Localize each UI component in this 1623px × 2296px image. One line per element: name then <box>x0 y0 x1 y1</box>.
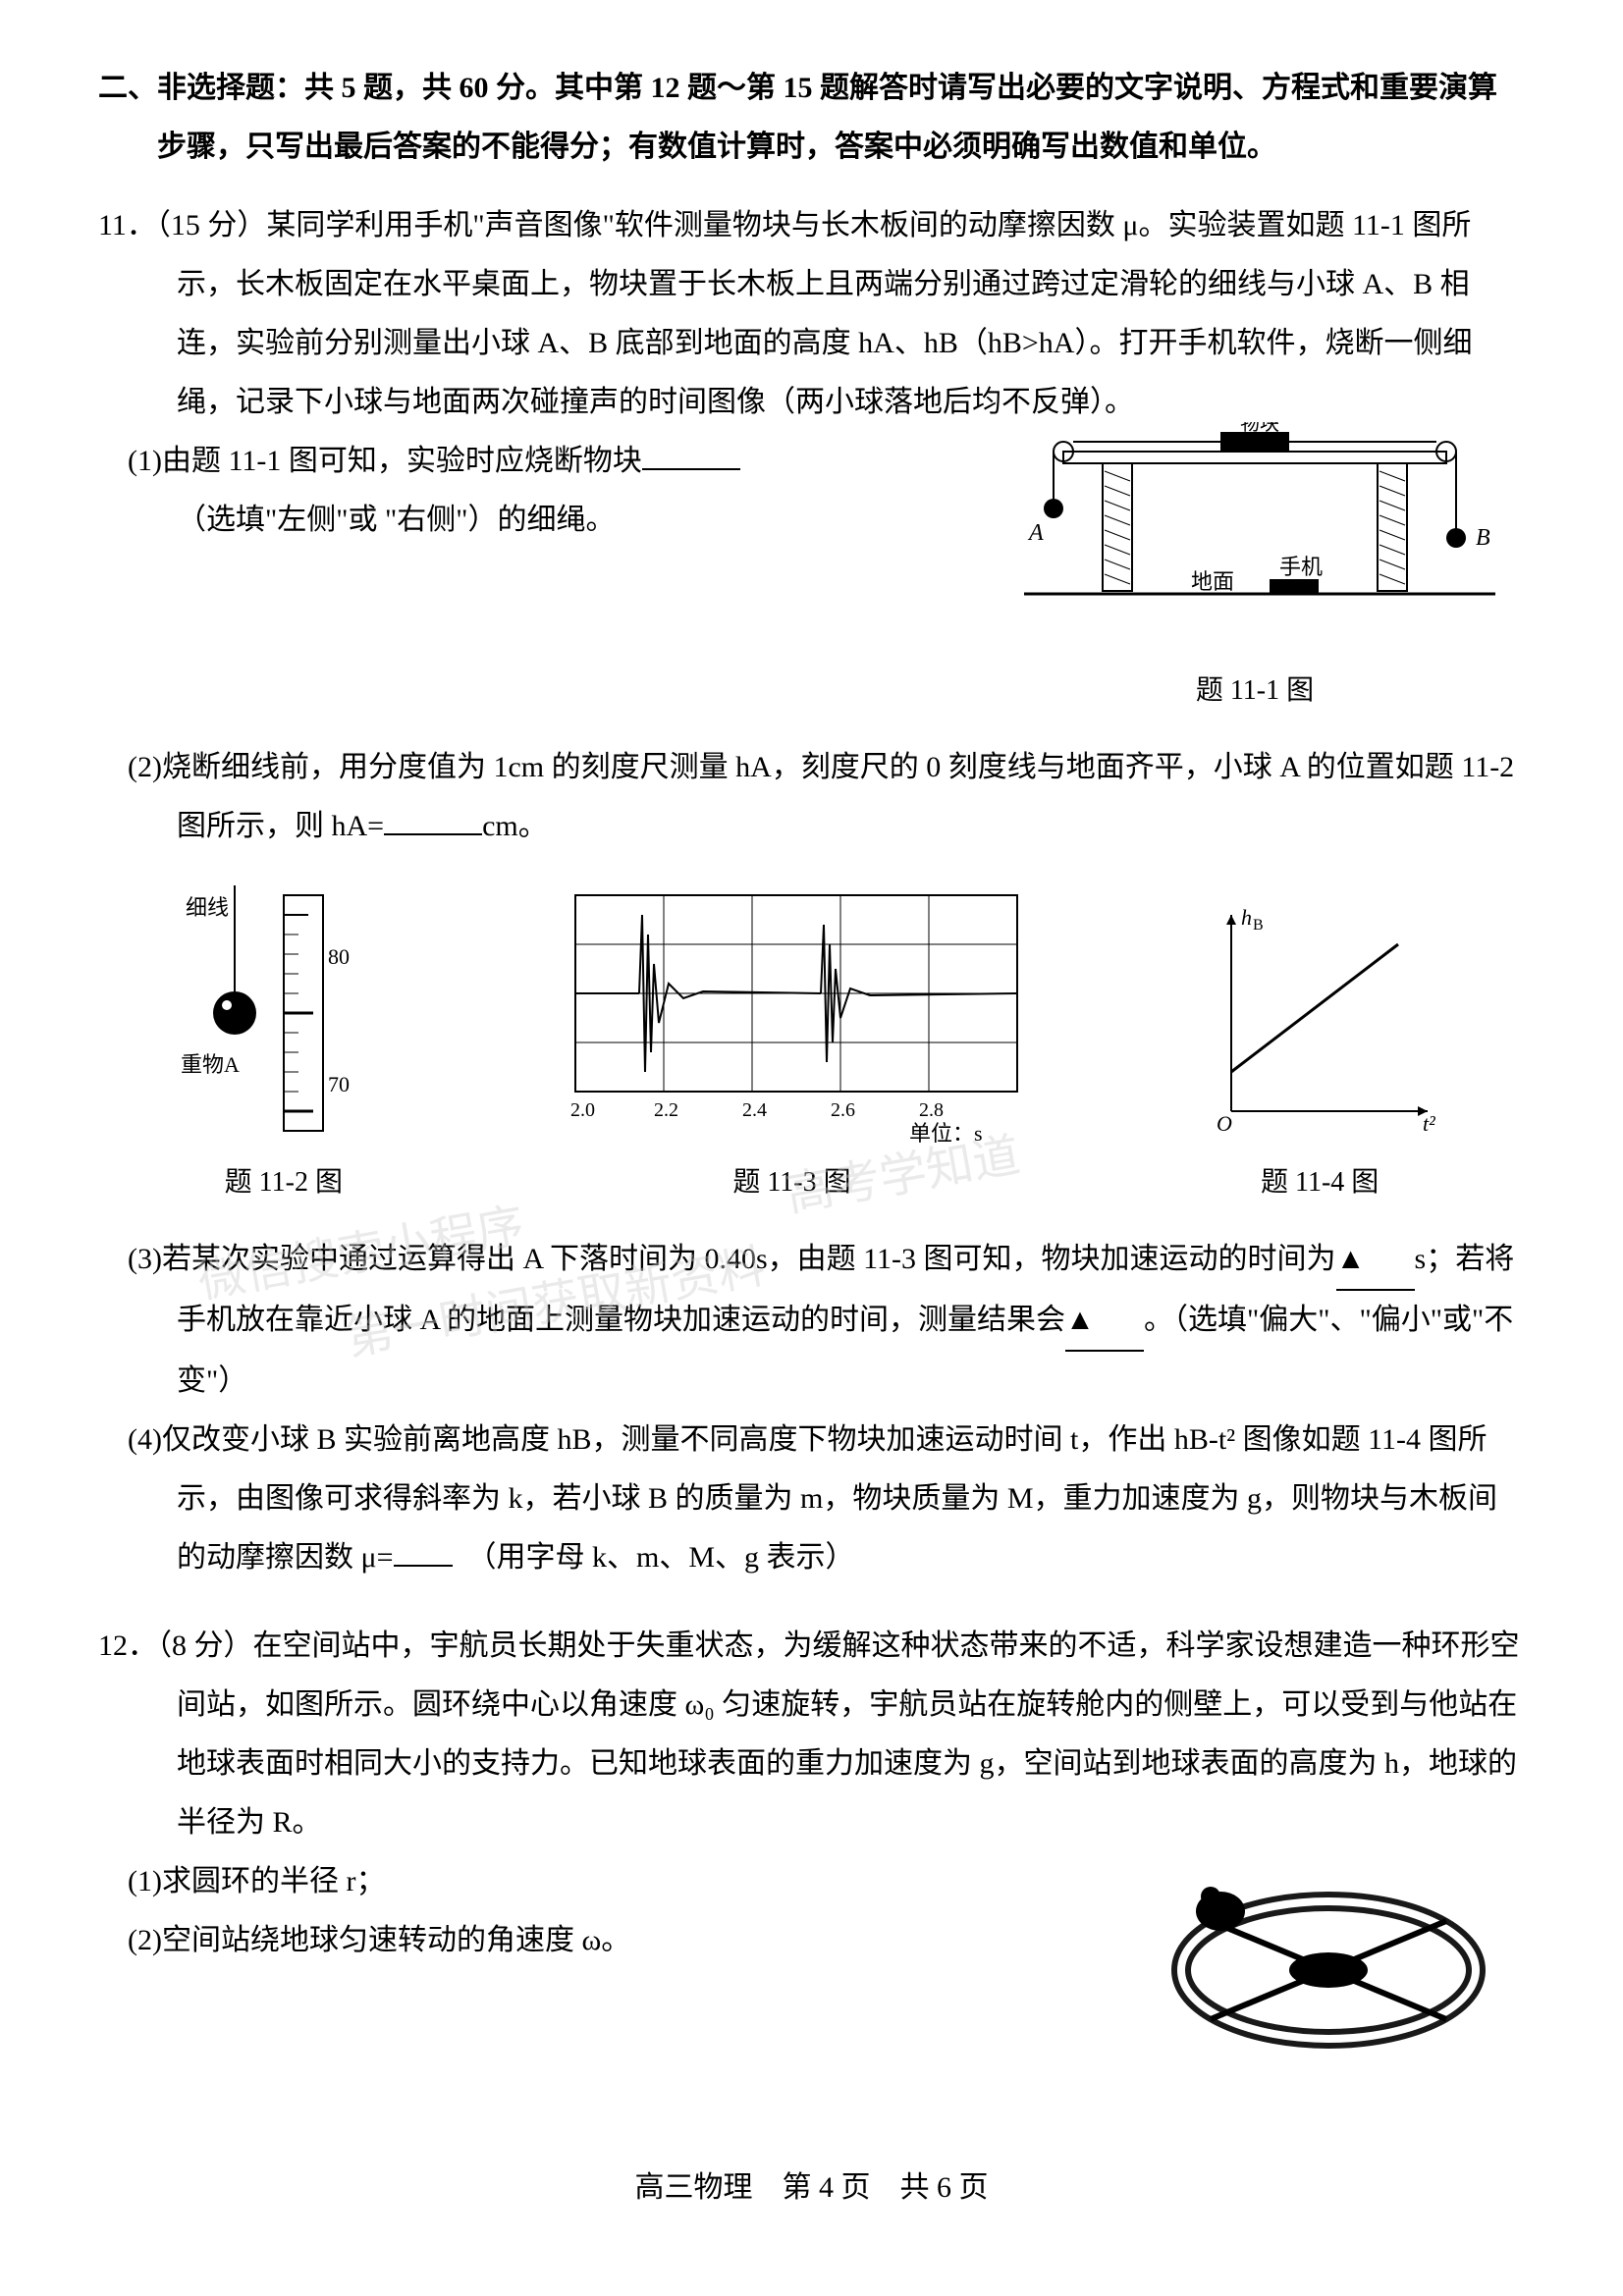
q11-part1-text: 由题 11-1 图可知，实验时应烧断物块 <box>162 445 642 477</box>
xtick-2: 2.4 <box>742 1099 767 1121</box>
fig-A-label: A <box>1027 520 1044 546</box>
fig-block-label: 物块 <box>1240 422 1279 435</box>
footer-text: 高三物理 第 4 页 共 6 页 <box>635 2171 989 2204</box>
page-footer: 高三物理 第 4 页 共 6 页 <box>0 2159 1623 2217</box>
fig-weight-label: 重物A <box>181 1052 240 1077</box>
q11-part2-unit: cm。 <box>482 810 548 842</box>
q11-points: （15 分） <box>156 209 267 241</box>
q11-part4-label: (4) <box>128 1423 162 1456</box>
q11-part2-label: (2) <box>128 751 162 783</box>
q12-part2-text: (2)空间站绕地球匀速转动的角速度 ω。 <box>128 1924 630 1956</box>
q12-points: （8 分） <box>157 1629 253 1662</box>
figure-space-station <box>1132 1862 1525 2099</box>
fig-ground-label: 地面 <box>1191 569 1234 594</box>
figure-11-1: 物块 A B 地面 手机 题 11-1 图 <box>985 422 1525 719</box>
question-12: 12．（8 分）在空间站中，宇航员长期处于失重状态，为缓解这种状态带来的不适，科… <box>98 1617 1525 1852</box>
xtick-4: 2.8 <box>919 1099 944 1121</box>
q11-part3-blank2: ▲ <box>1065 1291 1144 1352</box>
ylabel: h <box>1241 905 1252 930</box>
ylabel-sub: B <box>1253 917 1264 934</box>
figure-11-4: h B t² O 题 11-4 图 <box>1192 895 1447 1210</box>
q12-part1-text: (1)求圆环的半径 r； <box>128 1865 385 1897</box>
fig-11-4-svg: h B t² O <box>1192 895 1447 1150</box>
q11-part4: (4)仅改变小球 B 实验前离地高度 hB，测量不同高度下物块加速运动时间 t，… <box>137 1411 1525 1587</box>
q11-part4-text2: （用字母 k、m、M、g 表示） <box>482 1541 855 1574</box>
fig-11-2-svg: 细线 重物A 80 70 <box>176 876 392 1150</box>
q12-number: 12． <box>98 1629 157 1662</box>
q11-part3-text1: 若某次实验中通过运算得出 A 下落时间为 0.40s，由题 11-3 图可知，物… <box>162 1243 1336 1275</box>
fig-B-label: B <box>1476 525 1490 551</box>
q12-intro: 在空间站中，宇航员长期处于失重状态，为缓解这种状态带来的不适，科学家设想建造一种… <box>177 1629 1520 1839</box>
q11-number: 11． <box>98 209 156 241</box>
section-header-text: 二、非选择题：共 5 题，共 60 分。其中第 12 题～第 15 题解答时请写… <box>98 72 1497 163</box>
space-station-svg <box>1132 1862 1525 2078</box>
fig-tick-70: 70 <box>328 1072 350 1096</box>
fig-11-2-caption: 题 11-2 图 <box>225 1155 343 1210</box>
fig-tick-80: 80 <box>328 944 350 969</box>
fig-phone-label: 手机 <box>1279 555 1323 579</box>
fig-11-4-caption: 题 11-4 图 <box>1261 1155 1379 1210</box>
fig-11-3-svg: 2.0 2.2 2.4 2.6 2.8 单位：s <box>546 876 1037 1150</box>
figure-11-3: 2.0 2.2 2.4 2.6 2.8 单位：s 题 11-3 图 <box>546 876 1037 1210</box>
q11-part1-blank <box>642 447 740 470</box>
xlabel-t2: t² <box>1423 1111 1435 1136</box>
q11-part1-label: (1) <box>128 445 162 477</box>
xtick-3: 2.6 <box>831 1099 855 1121</box>
xtick-0: 2.0 <box>570 1099 595 1121</box>
section-header: 二、非选择题：共 5 题，共 60 分。其中第 12 题～第 15 题解答时请写… <box>98 59 1525 177</box>
q11-part2: (2)烧断细线前，用分度值为 1cm 的刻度尺测量 hA，刻度尺的 0 刻度线与… <box>137 738 1525 856</box>
q11-part3: (3)若某次实验中通过运算得出 A 下落时间为 0.40s，由题 11-3 图可… <box>137 1230 1525 1411</box>
question-11: 11．（15 分）某同学利用手机"声音图像"软件测量物块与长木板间的动摩擦因数 … <box>98 196 1525 432</box>
q11-part3-blank1: ▲ <box>1336 1230 1415 1291</box>
q11-part4-blank <box>394 1543 453 1567</box>
fig-11-1-svg: 物块 A B 地面 手机 <box>985 422 1525 638</box>
q11-part2-text: 烧断细线前，用分度值为 1cm 的刻度尺测量 hA，刻度尺的 0 刻度线与地面齐… <box>162 751 1514 842</box>
q11-part3-label: (3) <box>128 1243 162 1275</box>
figures-row: 细线 重物A 80 70 题 11-2 图 <box>98 876 1525 1210</box>
xlabel: 单位：s <box>909 1121 983 1146</box>
origin-O: O <box>1217 1111 1232 1136</box>
fig-11-1-caption: 题 11-1 图 <box>985 664 1525 719</box>
q11-part2-blank <box>384 812 482 835</box>
figure-11-2: 细线 重物A 80 70 题 11-2 图 <box>176 876 392 1210</box>
q11-intro: 某同学利用手机"声音图像"软件测量物块与长木板间的动摩擦因数 μ。实验装置如题 … <box>177 209 1472 418</box>
fig-11-3-caption: 题 11-3 图 <box>732 1155 850 1210</box>
fig-thread-label: 细线 <box>186 895 229 920</box>
xtick-1: 2.2 <box>654 1099 678 1121</box>
q11-part1-text2: （选填"左侧"或 "右侧"）的细绳。 <box>177 504 615 536</box>
